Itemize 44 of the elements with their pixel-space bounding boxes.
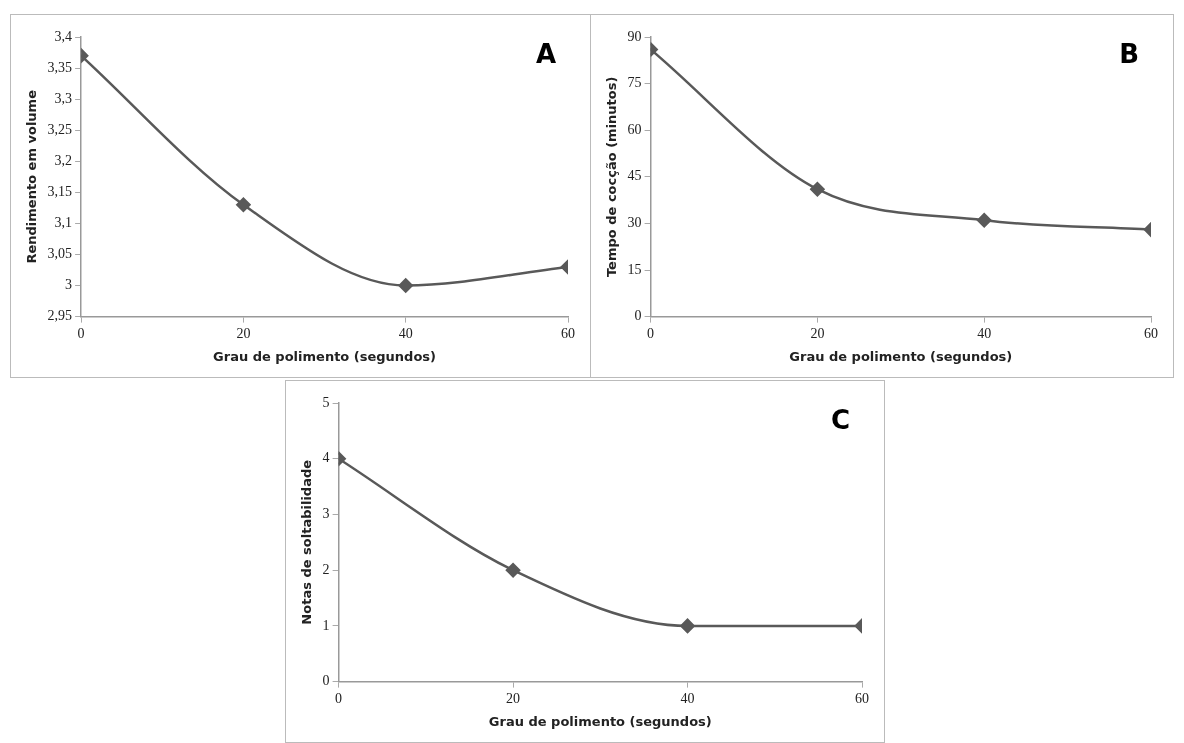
y-axis-title: Tempo de cocção (minutos) bbox=[604, 76, 620, 278]
y-tick-label: 3 bbox=[65, 277, 73, 293]
y-tick-label: 0 bbox=[634, 308, 642, 324]
y-tick-label: 3,15 bbox=[47, 184, 73, 200]
y-tick-label: 60 bbox=[627, 121, 642, 137]
chart-title: B bbox=[1119, 38, 1139, 69]
y-tick-label: 45 bbox=[627, 168, 642, 184]
x-axis-title: Grau de polimento (segundos) bbox=[213, 348, 437, 364]
chart-title: C bbox=[830, 404, 850, 435]
y-tick-label: 4 bbox=[322, 450, 330, 466]
y-tick-label: 3,4 bbox=[54, 28, 73, 44]
x-tick-label: 20 bbox=[810, 325, 825, 341]
x-tick-label: 0 bbox=[335, 690, 343, 706]
y-tick-label: 3,25 bbox=[47, 121, 73, 137]
y-tick-label: 3,05 bbox=[47, 246, 73, 262]
x-tick-label: 40 bbox=[398, 325, 413, 341]
y-tick-label: 3,1 bbox=[54, 215, 73, 231]
y-tick-label: 15 bbox=[627, 261, 642, 277]
y-tick-label: 3,2 bbox=[54, 152, 73, 168]
x-axis-title: Grau de polimento (segundos) bbox=[488, 713, 712, 729]
x-tick-label: 60 bbox=[855, 690, 869, 706]
x-tick-label: 40 bbox=[977, 325, 992, 341]
x-tick-label: 20 bbox=[236, 325, 251, 341]
y-tick-label: 3 bbox=[322, 506, 330, 522]
x-tick-label: 0 bbox=[77, 325, 85, 341]
x-tick-label: 40 bbox=[680, 690, 695, 706]
y-tick-label: 5 bbox=[322, 394, 330, 410]
x-axis-title: Grau de polimento (segundos) bbox=[789, 348, 1013, 364]
y-tick-label: 75 bbox=[627, 75, 642, 91]
x-tick-label: 60 bbox=[1144, 325, 1158, 341]
y-tick-label: 2,95 bbox=[47, 308, 73, 324]
y-axis-title: Rendimento em volume bbox=[24, 89, 40, 264]
y-tick-label: 1 bbox=[322, 617, 330, 633]
y-axis-title: Notas de soltabilidade bbox=[299, 459, 315, 625]
chart-title: A bbox=[535, 38, 556, 69]
y-tick-label: 30 bbox=[627, 215, 642, 231]
y-tick-label: 90 bbox=[627, 28, 642, 44]
y-tick-label: 2 bbox=[322, 561, 330, 577]
x-tick-label: 60 bbox=[561, 325, 575, 341]
x-tick-label: 20 bbox=[506, 690, 521, 706]
y-tick-label: 3,3 bbox=[54, 90, 73, 106]
y-tick-label: 0 bbox=[322, 673, 330, 689]
y-tick-label: 3,35 bbox=[47, 59, 73, 75]
x-tick-label: 0 bbox=[647, 325, 655, 341]
